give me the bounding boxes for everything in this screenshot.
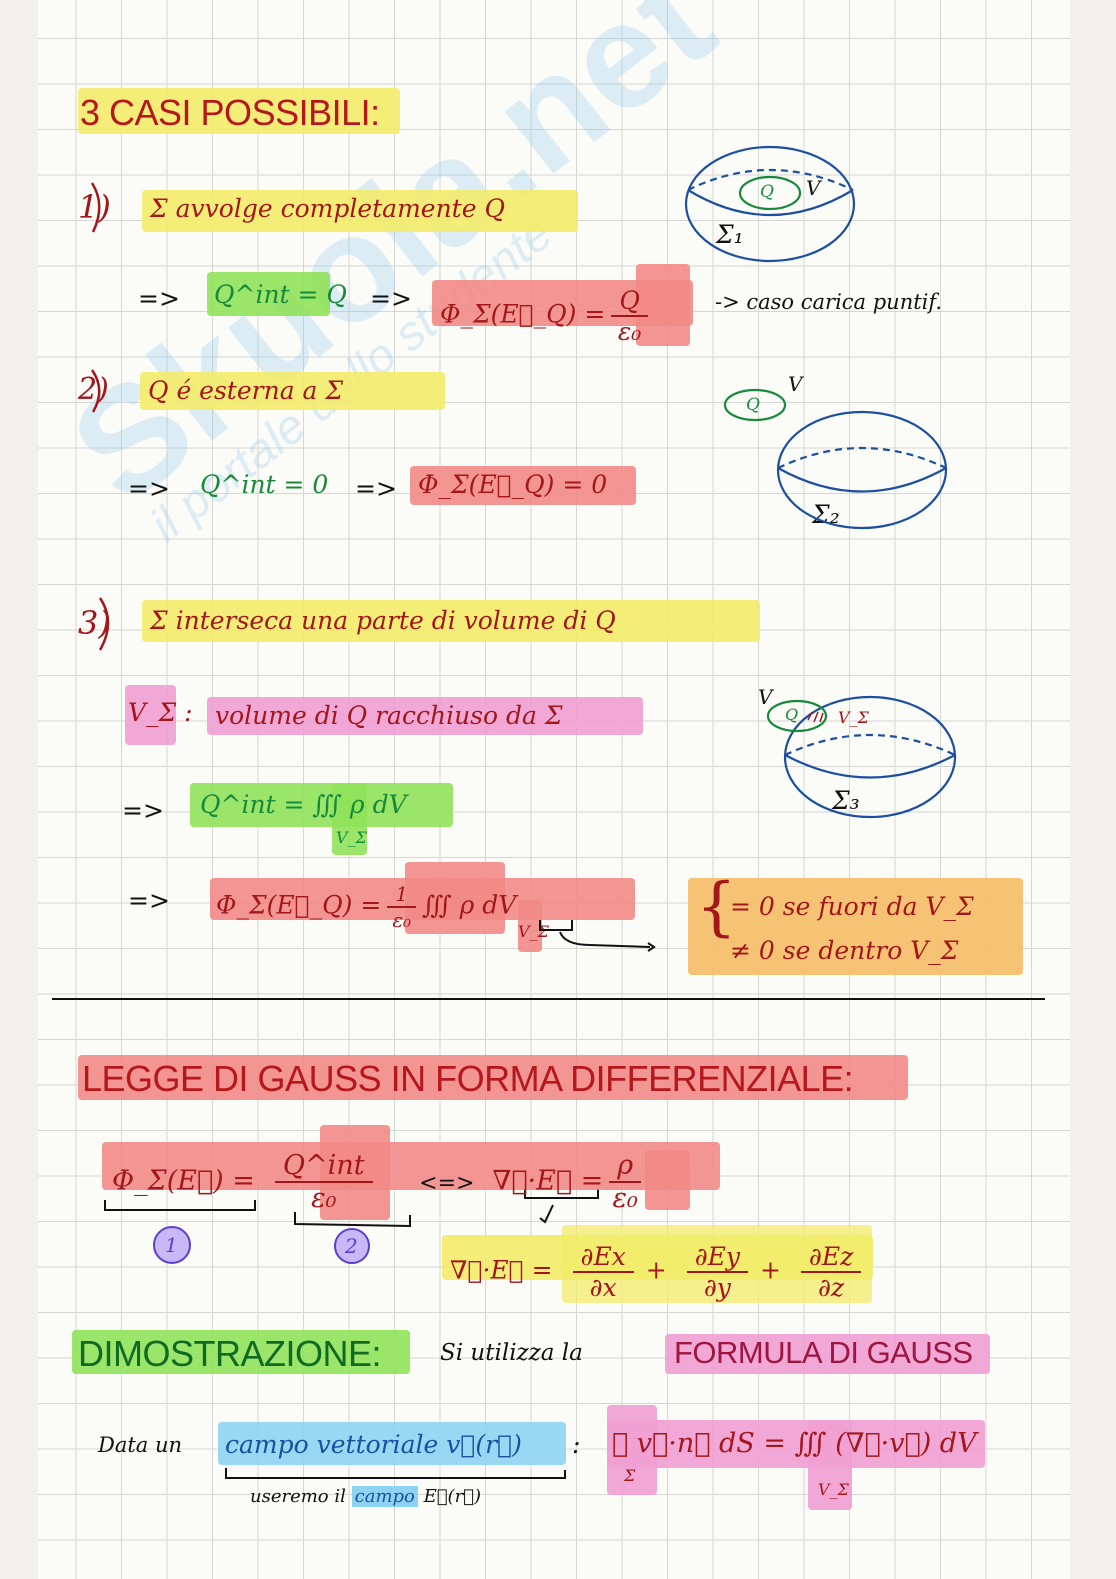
volume-label: V: [758, 685, 773, 709]
implies-arrow: =>: [370, 284, 412, 313]
case-outside: = 0 se fuori da V_Σ: [730, 892, 974, 921]
marker-1: [153, 1226, 191, 1264]
implies-arrow: =>: [355, 474, 397, 503]
flux-equation: Φ_Σ(E⃗_Q) = 0: [418, 470, 608, 499]
curly-brace: {: [696, 870, 737, 944]
field-note: useremo il campo E⃗(r⃗): [250, 1486, 482, 1507]
v-sigma-label: V_Σ :: [128, 698, 193, 727]
integral-domain: V_Σ: [518, 922, 549, 941]
volume-label: V: [806, 176, 821, 200]
implies-arrow: =>: [128, 886, 170, 915]
gauss-divergence-formula: ∯ v⃗·n⃗ dS = ∭ (∇⃗·v⃗) dV: [612, 1428, 977, 1459]
vector-field: campo vettoriale v⃗(r⃗): [225, 1430, 522, 1459]
v-sigma-definition: volume di Q racchiuso da Σ: [215, 701, 563, 730]
charge-circle: [766, 699, 828, 733]
case2-text: Q é esterna a Σ: [148, 376, 344, 405]
qint-equation: Q^int = Q: [214, 280, 347, 309]
marker-2-label: 2: [345, 1234, 358, 1258]
sphere-1: [684, 145, 856, 263]
method-text: Si utilizza la: [440, 1340, 583, 1366]
volume-label: V: [788, 372, 803, 396]
marker-1-label: 1: [165, 1233, 178, 1257]
case-number: 2): [78, 372, 109, 407]
sphere-3: [783, 695, 957, 819]
formula-title: FORMULA DI GAUSS: [674, 1335, 973, 1370]
given-text: Data un: [98, 1433, 183, 1457]
qint-integral: Q^int = ∭ ρ dV: [200, 790, 407, 819]
charge-label: Q: [785, 705, 799, 724]
implies-arrow: =>: [122, 796, 164, 825]
v-sigma-label: V_Σ: [838, 708, 869, 727]
sphere-2: [776, 410, 948, 530]
implies-arrow: =>: [128, 474, 170, 503]
section-title: DIMOSTRAZIONE:: [78, 1333, 382, 1374]
qint-equation: Q^int = 0: [200, 470, 329, 499]
surface-label: Σ₁: [716, 220, 744, 249]
charge-label: Q: [760, 182, 774, 202]
case-number: 1): [78, 188, 111, 226]
colon: :: [572, 1430, 581, 1459]
charge-circle: [738, 175, 802, 211]
surface-label: Σ₃: [832, 786, 860, 815]
charge-label: Q: [746, 395, 760, 415]
note-point-charge: -> caso carica puntif.: [715, 290, 943, 314]
case3-text: Σ interseca una parte di volume di Q: [150, 606, 616, 635]
gauss-integral-form: Φ_Σ(E⃗) = Q^int ε₀ <=> ∇⃗·E⃗ = ρ ε₀: [112, 1150, 647, 1214]
section-title: LEGGE DI GAUSS IN FORMA DIFFERENZIALE:: [82, 1058, 854, 1099]
grid-paper: [38, 0, 1070, 1579]
integral-domain: V_Σ: [336, 828, 367, 847]
integral-domain: Σ: [624, 1466, 636, 1485]
divergence-expansion: ∇⃗·E⃗ = ∂Ex ∂x + ∂Ey ∂y + ∂Ez ∂z: [450, 1242, 873, 1302]
case1-text: Σ avvolge completamente Q: [150, 194, 505, 223]
section-title: 3 CASI POSSIBILI:: [80, 92, 380, 133]
implies-arrow: =>: [138, 284, 180, 313]
marker-2: [334, 1228, 370, 1264]
case-inside: ≠ 0 se dentro V_Σ: [730, 936, 959, 965]
integral-domain: V_Σ: [818, 1480, 849, 1499]
flux-integral: Φ_Σ(E⃗_Q) = 1 ε₀ ∭ ρ dV: [216, 882, 517, 932]
charge-circle: [723, 388, 787, 422]
